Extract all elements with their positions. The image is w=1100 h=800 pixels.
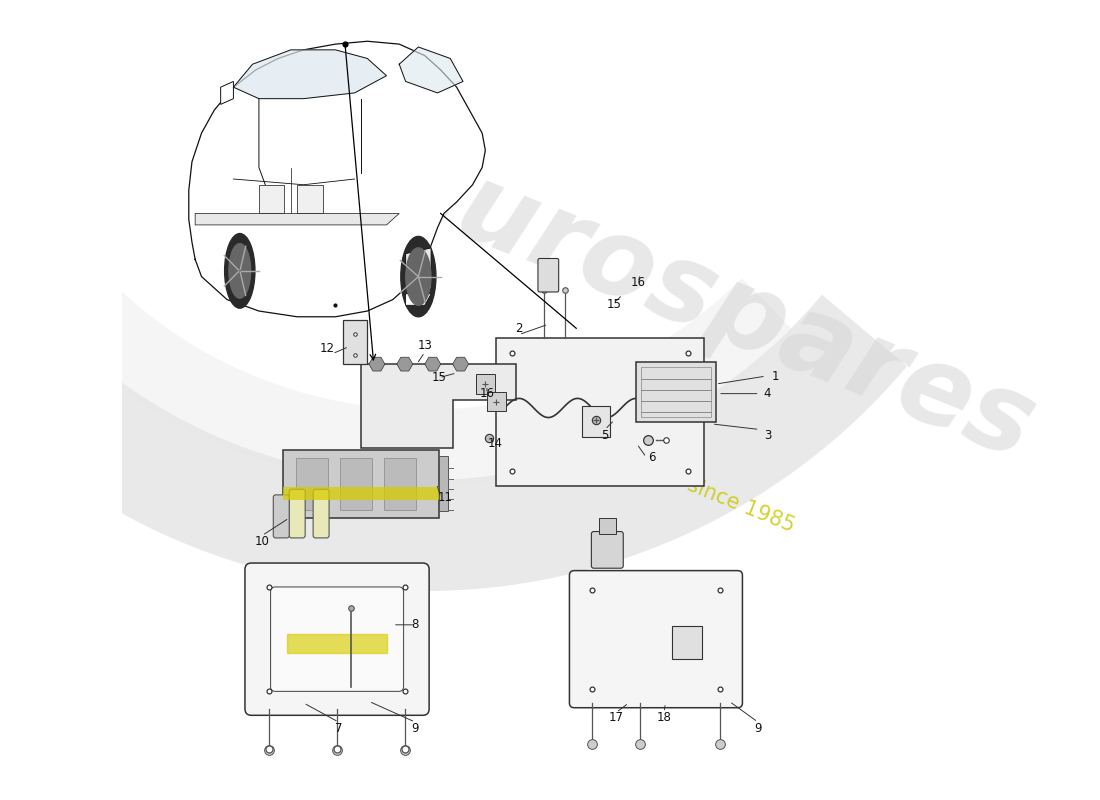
Text: 3: 3 xyxy=(763,430,771,442)
FancyBboxPatch shape xyxy=(538,258,559,292)
Text: 12: 12 xyxy=(320,342,336,354)
Polygon shape xyxy=(425,358,441,371)
Polygon shape xyxy=(287,634,387,653)
Text: 15: 15 xyxy=(607,298,621,311)
Text: 13: 13 xyxy=(417,339,432,352)
Text: 11: 11 xyxy=(438,490,453,504)
Polygon shape xyxy=(189,42,485,317)
FancyBboxPatch shape xyxy=(439,456,449,511)
Text: 8: 8 xyxy=(411,618,419,631)
Text: 2: 2 xyxy=(515,322,522,334)
Polygon shape xyxy=(195,214,399,225)
Polygon shape xyxy=(361,364,516,448)
Text: 9: 9 xyxy=(411,722,419,735)
FancyBboxPatch shape xyxy=(496,338,704,486)
Text: 4: 4 xyxy=(763,387,771,400)
Text: 10: 10 xyxy=(255,535,270,549)
FancyBboxPatch shape xyxy=(340,458,372,510)
FancyBboxPatch shape xyxy=(476,374,495,394)
Text: 18: 18 xyxy=(657,710,671,724)
FancyBboxPatch shape xyxy=(582,406,610,438)
Polygon shape xyxy=(368,358,385,371)
Text: 15: 15 xyxy=(431,371,447,384)
Text: 1: 1 xyxy=(772,370,779,382)
Polygon shape xyxy=(258,185,285,214)
Polygon shape xyxy=(452,358,469,371)
Text: eurospares: eurospares xyxy=(374,127,1049,482)
Text: 9: 9 xyxy=(755,722,761,735)
Polygon shape xyxy=(233,50,386,98)
Text: 16: 16 xyxy=(480,387,494,400)
FancyBboxPatch shape xyxy=(570,570,743,708)
FancyBboxPatch shape xyxy=(598,518,616,534)
FancyBboxPatch shape xyxy=(343,320,367,364)
FancyBboxPatch shape xyxy=(289,490,305,538)
FancyBboxPatch shape xyxy=(273,495,289,538)
Text: 5: 5 xyxy=(602,430,608,442)
Text: 17: 17 xyxy=(608,710,624,724)
Text: 6: 6 xyxy=(648,451,656,464)
Text: 14: 14 xyxy=(487,438,503,450)
Polygon shape xyxy=(412,271,431,294)
Ellipse shape xyxy=(229,243,251,298)
FancyBboxPatch shape xyxy=(384,458,416,510)
Ellipse shape xyxy=(224,234,255,308)
Polygon shape xyxy=(297,185,322,214)
Polygon shape xyxy=(406,294,431,306)
FancyBboxPatch shape xyxy=(592,531,624,568)
FancyBboxPatch shape xyxy=(672,626,702,659)
Ellipse shape xyxy=(406,248,431,306)
Text: 7: 7 xyxy=(334,722,342,735)
FancyBboxPatch shape xyxy=(245,563,429,715)
FancyBboxPatch shape xyxy=(271,587,404,691)
Polygon shape xyxy=(397,358,412,371)
FancyBboxPatch shape xyxy=(487,392,506,411)
FancyBboxPatch shape xyxy=(636,362,716,422)
FancyBboxPatch shape xyxy=(283,450,439,518)
Polygon shape xyxy=(221,82,233,104)
Polygon shape xyxy=(399,47,463,93)
FancyBboxPatch shape xyxy=(283,487,439,500)
FancyBboxPatch shape xyxy=(314,490,329,538)
Polygon shape xyxy=(406,248,431,277)
Text: 16: 16 xyxy=(631,275,646,289)
Ellipse shape xyxy=(400,237,436,317)
Text: a passion for parts since 1985: a passion for parts since 1985 xyxy=(498,399,798,536)
FancyBboxPatch shape xyxy=(296,458,328,510)
